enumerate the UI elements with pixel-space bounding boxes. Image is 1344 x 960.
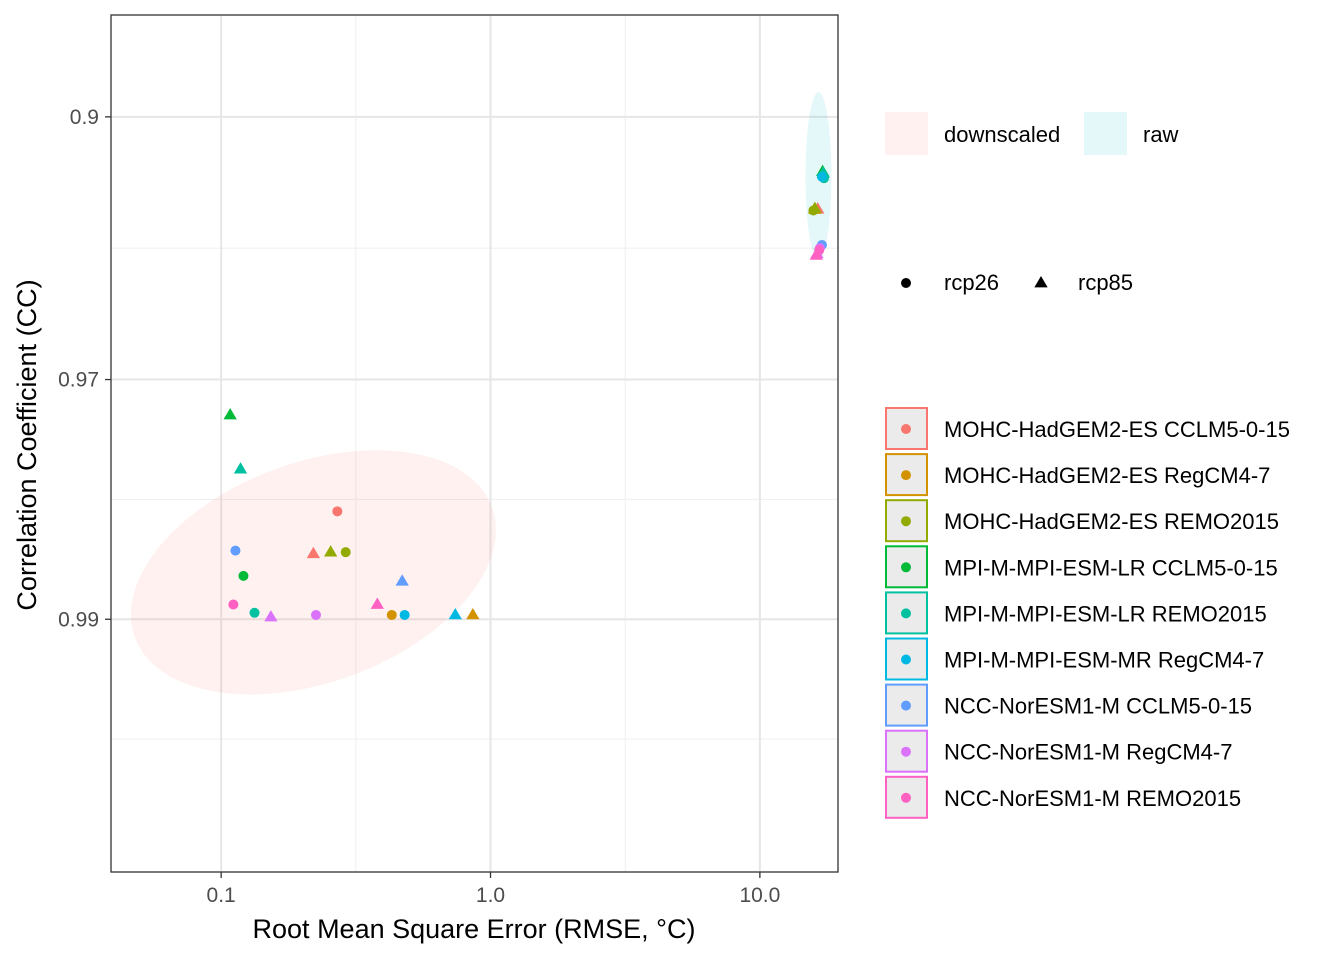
legend-model-m6: MPI-M-MPI-ESM-MR RegCM4-7 [885, 637, 1264, 681]
y-tick-label: 0.97 [58, 369, 99, 392]
legend-model-dot [901, 700, 911, 711]
y-tick-label: 0.99 [58, 608, 99, 631]
point-m8-rcp85 [264, 610, 278, 622]
legend-model-label: MOHC-HadGEM2-ES CCLM5-0-15 [944, 417, 1290, 442]
legend-model-dot [901, 792, 911, 803]
legend-model-key [885, 637, 928, 681]
legend-model-key [885, 407, 928, 450]
legend-model-m9: NCC-NorESM1-M REMO2015 [885, 775, 1241, 819]
point-m5-rcp85 [233, 462, 248, 474]
legend-model-dot [901, 608, 911, 619]
legend-model-m7: NCC-NorESM1-M CCLM5-0-15 [885, 683, 1252, 727]
legend-model-m8: NCC-NorESM1-M RegCM4-7 [885, 729, 1232, 773]
legend-model-m5: MPI-M-MPI-ESM-LR REMO2015 [885, 591, 1267, 635]
legend-model-dot [901, 654, 911, 665]
legend-model-key [885, 775, 928, 819]
point-m1-rcp85 [306, 546, 321, 559]
point-m4-rcp85 [223, 408, 237, 420]
point-m2-rcp26 [386, 609, 397, 620]
point-m8-rcp26 [311, 609, 322, 620]
point-m6-rcp26 [816, 171, 827, 182]
point-m6-rcp26 [399, 609, 410, 620]
y-tick-label: 0.9 [70, 106, 99, 129]
x-axis-label: Root Mean Square Error (RMSE, °C) [253, 914, 696, 944]
legend-fill-raw: raw [1084, 112, 1179, 155]
point-m3-rcp85 [808, 201, 822, 213]
legend-model-label: MPI-M-MPI-ESM-LR CCLM5-0-15 [944, 555, 1278, 580]
ellipse-downscaled [130, 450, 496, 695]
point-m7-rcp85 [395, 574, 409, 586]
legend-fill-key [885, 112, 928, 155]
axes: 0.1 1.0 10.0 0.9 0.97 0.99 [58, 14, 839, 907]
legend-model-label: MOHC-HadGEM2-ES RegCM4-7 [944, 463, 1270, 488]
legend-shape-key [1034, 276, 1048, 288]
point-m5-rcp26 [249, 607, 260, 618]
legend-model-m4: MPI-M-MPI-ESM-LR CCLM5-0-15 [885, 545, 1278, 589]
legend: downscaled raw rcp26 rcp85 MOHC-HadGEM2-ES C… [885, 112, 1290, 819]
legend-model-label: MOHC-HadGEM2-ES REMO2015 [944, 509, 1279, 534]
legend-shape-key [901, 278, 911, 288]
legend-fill-label: downscaled [944, 122, 1060, 147]
legend-shape-rcp85: rcp85 [1034, 270, 1133, 295]
x-tick-label: 1.0 [476, 884, 505, 907]
point-m7-rcp26 [230, 545, 241, 556]
point-m1-rcp26 [332, 506, 343, 517]
y-axis-label: Correlation Coefficient (CC) [12, 279, 42, 610]
legend-shape-label: rcp26 [944, 270, 999, 295]
x-tick-label: 10.0 [739, 884, 780, 907]
point-m3-rcp85 [324, 545, 338, 557]
legend-shape-label: rcp85 [1078, 270, 1133, 295]
point-m9-rcp85 [370, 597, 384, 609]
point-m4-rcp26 [238, 570, 249, 581]
x-tick-label: 0.1 [207, 884, 236, 907]
legend-model-key [885, 591, 928, 635]
point-m9-rcp26 [228, 599, 239, 610]
plot-panel [111, 15, 838, 872]
panel-border [110, 14, 839, 873]
point-m3-rcp26 [340, 547, 351, 558]
legend-shape-rcp26: rcp26 [901, 270, 999, 295]
legend-fill-key [1084, 112, 1127, 155]
legend-model-dot [901, 424, 911, 434]
legend-model-label: NCC-NorESM1-M REMO2015 [944, 786, 1241, 811]
legend-model-label: NCC-NorESM1-M CCLM5-0-15 [944, 694, 1252, 719]
legend-model-m2: MOHC-HadGEM2-ES RegCM4-7 [885, 453, 1270, 497]
legend-fill-downscaled: downscaled [885, 112, 1060, 155]
legend-model-dot [901, 562, 911, 573]
legend-model-label: MPI-M-MPI-ESM-LR REMO2015 [944, 601, 1267, 626]
legend-model-m3: MOHC-HadGEM2-ES REMO2015 [885, 499, 1279, 543]
point-m6-rcp85 [448, 607, 462, 620]
point-m2-rcp85 [466, 607, 480, 620]
point-m9-rcp85 [809, 248, 823, 260]
legend-model-label: NCC-NorESM1-M RegCM4-7 [944, 740, 1232, 765]
legend-fill-label: raw [1143, 122, 1179, 147]
legend-model-label: MPI-M-MPI-ESM-MR RegCM4-7 [944, 648, 1264, 673]
legend-model-dot [901, 746, 911, 757]
legend-model-m1: MOHC-HadGEM2-ES CCLM5-0-15 [885, 407, 1290, 450]
legend-model-dot [901, 516, 911, 527]
legend-model-dot [901, 470, 911, 481]
